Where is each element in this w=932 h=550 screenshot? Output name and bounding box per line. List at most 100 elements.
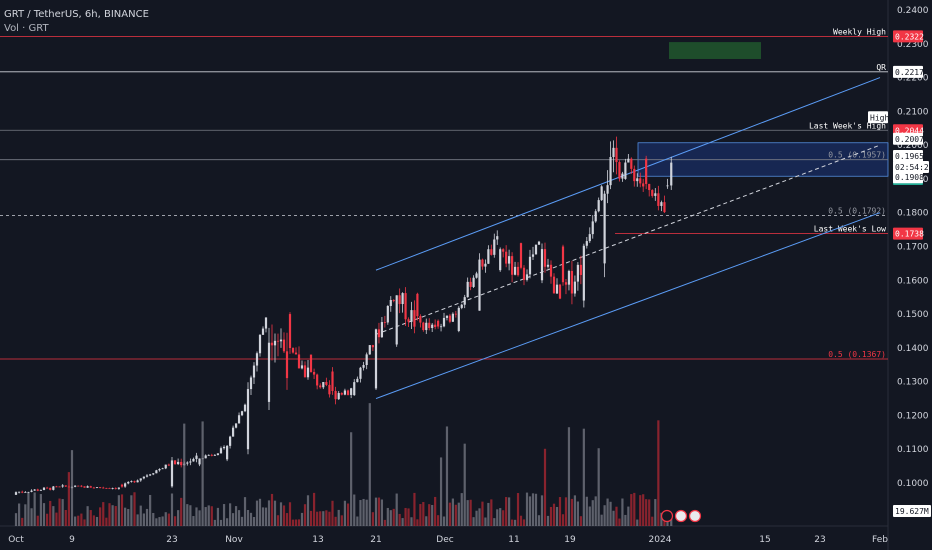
candle-body [198,458,201,465]
symbol-title: GRT / TetherUS, 6h, BINANCE [4,9,149,20]
volume-bar [167,513,170,526]
candle-body [362,365,365,368]
candle-body [325,382,328,385]
y-tick-label: 0.1200 [897,411,929,421]
volume-bar [127,509,130,526]
volume-bar [198,510,201,526]
volume-bar [585,496,588,526]
candle-body [508,256,511,264]
candle-body [261,328,265,335]
x-tick-label: Nov [225,535,243,545]
candle-body [407,319,410,322]
candle-body [525,274,529,280]
volume-bar [133,492,136,526]
volume-bar [288,502,292,526]
volume-bar [389,510,392,526]
volume-bar [139,505,142,526]
volume-bar [398,513,401,526]
candle-body [189,461,192,463]
candle-body [306,367,310,378]
volume-bar [508,497,511,526]
volume-bar [431,504,434,526]
candle-body [319,385,322,388]
volume-bar [267,500,271,526]
candle-body [651,190,654,196]
candle-body [42,487,46,490]
volume-bar [246,509,250,526]
candle-body [142,476,145,479]
volume-bar [371,512,374,526]
candle-body [117,487,120,489]
volume-bar [451,498,454,526]
price-box-label: High [870,113,889,122]
volume-bar [591,500,594,526]
volume-bar [519,515,523,526]
candle-body [552,276,556,294]
y-tick-label: 0.1800 [897,209,929,219]
candle-body [322,382,325,388]
candle-body [294,352,298,355]
volume-bar [434,496,437,526]
candle-body [316,374,319,386]
candle-body [368,345,371,355]
price-tag-bg [893,65,923,78]
volume-bar [666,519,669,526]
volume-bar [594,496,597,526]
y-tick-label: 0.1000 [897,479,929,489]
volume-bar [392,508,395,526]
candle-body [576,264,579,282]
volume-bar [561,514,565,526]
volume-bar [522,519,526,526]
volume-bar [297,519,301,526]
volume-bar [499,508,502,526]
volume-bar [543,448,547,526]
volume-value-bg [893,505,931,517]
volume-bar [14,513,18,526]
candle-body [627,158,630,163]
price-box-label: 0.1908 [895,173,924,182]
volume-bar [164,512,167,526]
volume-bar [237,510,241,526]
candle-body [92,487,95,489]
y-tick-label: 0.1700 [897,243,929,253]
candle-body [180,461,183,466]
volume-bar [279,502,283,526]
volume-bar [24,504,27,526]
volume-bar [448,502,452,526]
candle-body [639,178,642,184]
volume-bar [316,511,319,526]
candle-body [377,329,381,338]
volume-bar [303,504,307,526]
volume-bar [413,492,416,526]
volume-bar [27,492,30,526]
volume-bar [243,497,247,526]
candle-body [222,446,226,449]
candle-body [531,254,535,257]
y-tick-label: 0.1600 [897,276,929,286]
volume-bar [161,516,164,526]
volume-bar [337,509,340,526]
candle-body [573,281,577,294]
candle-body [204,455,207,459]
volume-bar [261,507,265,526]
candle-body [303,365,307,378]
candle-body [582,245,585,301]
candle-body [161,468,164,470]
volume-bar [525,492,529,526]
candle-body [510,256,514,275]
candle-body [502,249,505,252]
candle-body [328,384,331,395]
volume-bar [410,517,413,526]
volume-bar [422,502,425,526]
candle-body [18,491,21,493]
candle-body [451,313,454,322]
volume-bar [186,504,189,526]
candle-body [621,173,624,179]
volume-bar [516,493,520,526]
candle-body [258,334,262,354]
volume-bar [192,516,195,526]
volume-bar [365,499,368,526]
volume-bar [334,516,337,526]
candle-body [213,454,216,456]
